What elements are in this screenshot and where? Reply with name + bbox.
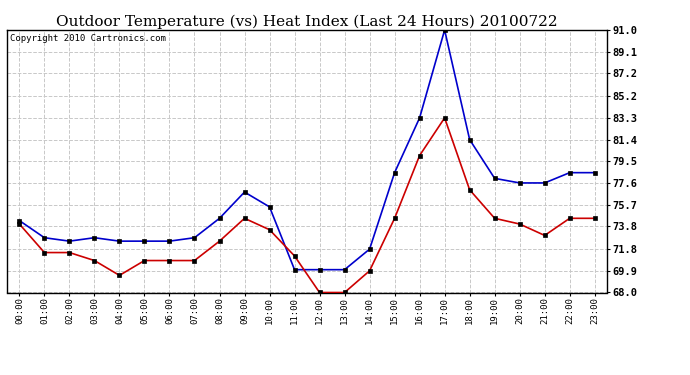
Title: Outdoor Temperature (vs) Heat Index (Last 24 Hours) 20100722: Outdoor Temperature (vs) Heat Index (Las… xyxy=(57,15,558,29)
Text: Copyright 2010 Cartronics.com: Copyright 2010 Cartronics.com xyxy=(10,34,166,43)
